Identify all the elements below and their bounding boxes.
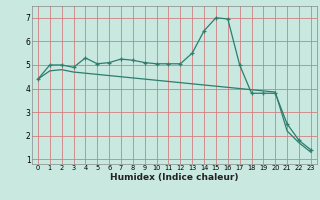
X-axis label: Humidex (Indice chaleur): Humidex (Indice chaleur) (110, 173, 239, 182)
